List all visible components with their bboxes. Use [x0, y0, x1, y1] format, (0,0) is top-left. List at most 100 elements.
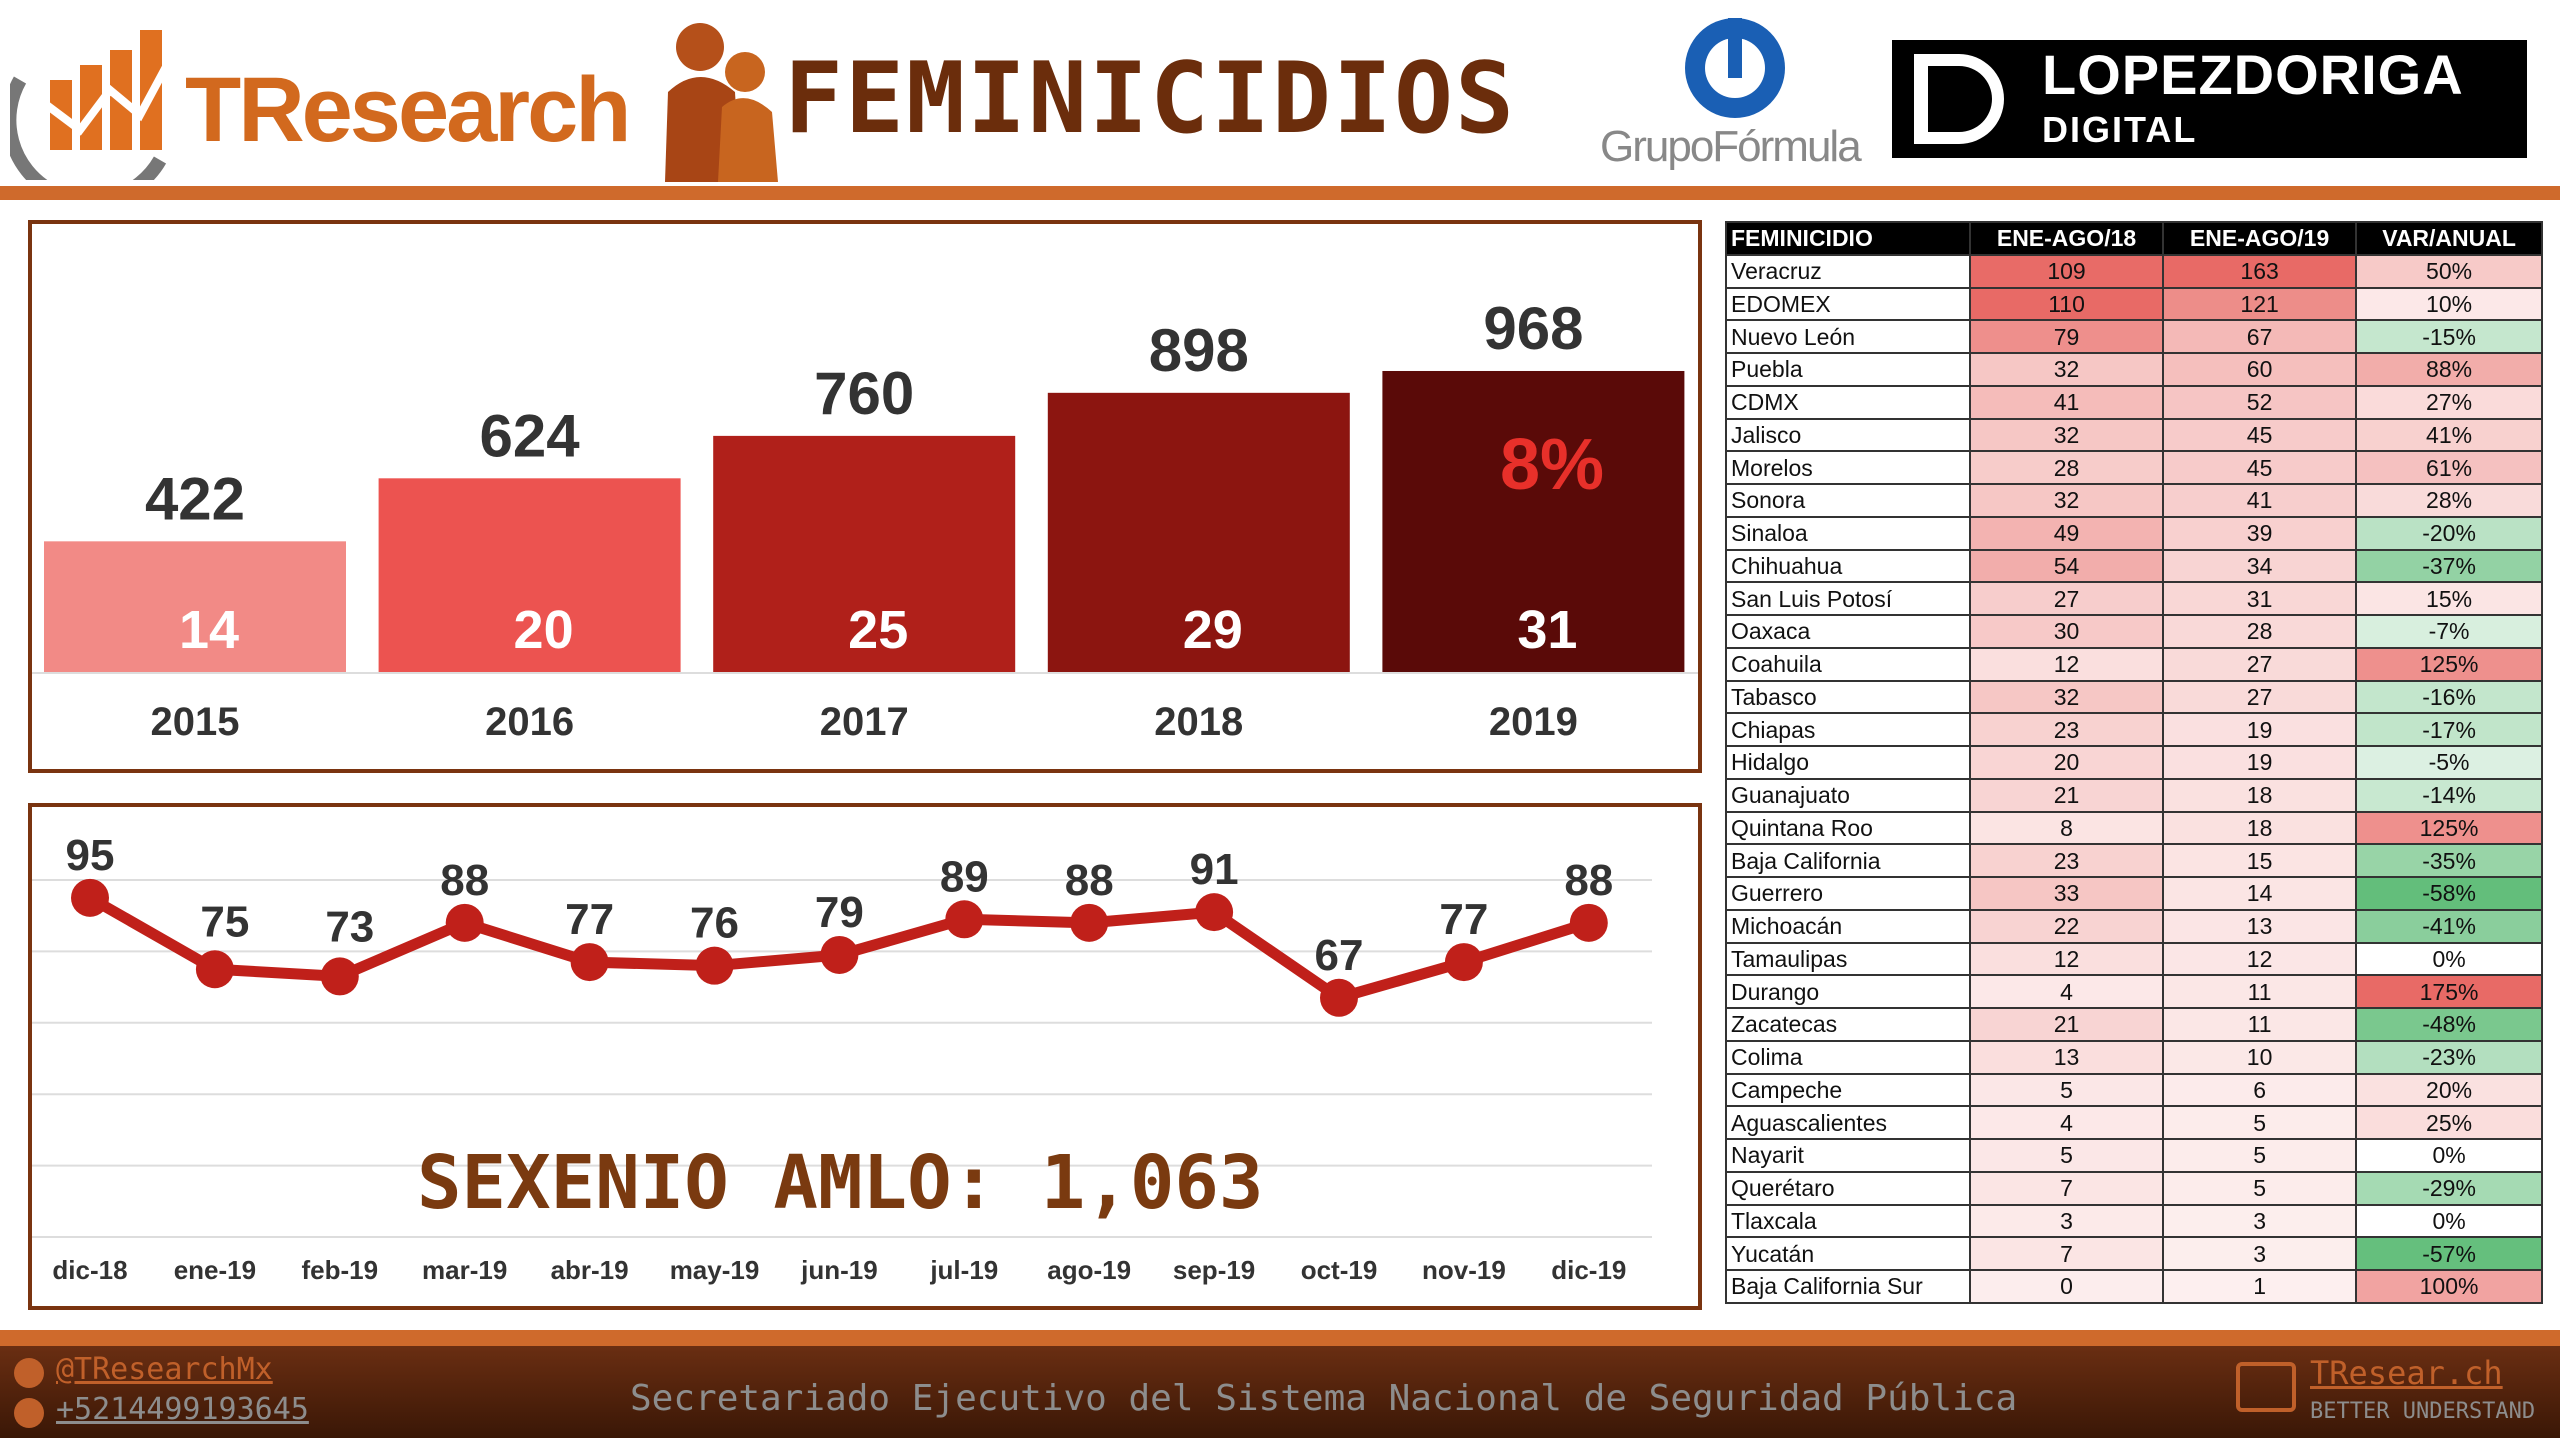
annual-variation: -20%	[2355, 515, 2543, 551]
state-name: Quintana Roo	[1725, 810, 1971, 846]
table-row: Zacatecas 21 11 -48%	[1725, 1007, 2543, 1042]
column-header[interactable]: FEMINICIDIO	[1725, 221, 1971, 256]
point-label: 95	[66, 831, 115, 880]
table-row: Yucatán 7 3 -57%	[1725, 1236, 2543, 1271]
month-label: feb-19	[302, 1255, 379, 1285]
value-2018: 21	[1968, 777, 2165, 813]
phone-link[interactable]: +5214499193645	[56, 1392, 309, 1427]
year-label: 2016	[485, 700, 574, 744]
annual-variation: 20%	[2355, 1072, 2543, 1108]
state-name: Sinaloa	[1725, 515, 1971, 551]
value-2019: 11	[2162, 1007, 2358, 1042]
annual-variation: 0%	[2355, 1203, 2543, 1239]
point-label: 67	[1315, 931, 1364, 980]
table-row: Hidalgo 20 19 -5%	[1725, 745, 2543, 780]
annual-variation: -35%	[2355, 843, 2543, 878]
state-name: Veracruz	[1725, 253, 1971, 289]
year-label: 2019	[1489, 700, 1578, 744]
column-header[interactable]: ENE-AGO/19	[2162, 221, 2358, 256]
value-2019: 5	[2162, 1138, 2358, 1173]
column-header[interactable]: VAR/ANUAL	[2355, 221, 2543, 256]
bar-value-label: 898	[1149, 317, 1249, 384]
annual-variation: 61%	[2355, 450, 2543, 485]
value-2019: 12	[2162, 941, 2358, 977]
state-name: Querétaro	[1725, 1170, 1971, 1206]
twitter-icon	[14, 1358, 44, 1388]
table-row: Guerrero 33 14 -58%	[1725, 876, 2543, 911]
state-name: Morelos	[1725, 450, 1971, 485]
bar-value-label: 624	[480, 402, 581, 469]
bar-2016	[378, 478, 681, 673]
data-point	[1569, 903, 1608, 942]
data-point	[445, 903, 484, 942]
value-2019: 27	[2162, 679, 2358, 715]
table-row: Oaxaca 30 28 -7%	[1725, 614, 2543, 649]
annual-bar-chart: 422 14 2015 624 20 2016 760 25 2017 898 29 2018 968 3…	[28, 220, 1702, 773]
value-2019: 60	[2162, 352, 2358, 387]
month-label: may-19	[670, 1255, 760, 1285]
table-row: Nuevo León 79 67 -15%	[1725, 319, 2543, 354]
table-row: Aguascalientes 4 5 25%	[1725, 1105, 2543, 1140]
month-label: dic-19	[1551, 1255, 1626, 1285]
lopezdoriga-logo: LOPEZDORIGA DIGITAL	[1892, 40, 2527, 158]
month-label: oct-19	[1301, 1255, 1378, 1285]
bar-value-label: 422	[145, 465, 245, 532]
monthly-line-chart: 95 dic-18 75 ene-19 73 feb-19 88 mar-19 77 abr-19…	[28, 803, 1702, 1310]
couple-silhouette-icon	[660, 12, 780, 182]
state-name: Durango	[1725, 974, 1971, 1009]
state-name: San Luis Potosí	[1725, 581, 1971, 616]
data-point	[820, 935, 859, 974]
table-row: Campeche 5 6 20%	[1725, 1072, 2543, 1108]
state-name: Baja California Sur	[1725, 1269, 1971, 1304]
value-2019: 34	[2162, 548, 2358, 584]
whatsapp-icon	[14, 1398, 44, 1428]
value-2018: 41	[1968, 384, 2165, 420]
value-2018: 12	[1968, 941, 2165, 977]
value-2019: 1	[2162, 1269, 2358, 1304]
sexenio-total: SEXENIO AMLO: 1,063	[417, 1140, 1264, 1226]
website-link[interactable]: TResear.ch	[2310, 1354, 2503, 1392]
value-2019: 15	[2162, 843, 2358, 878]
annual-variation: -17%	[2355, 712, 2543, 747]
value-2019: 5	[2162, 1105, 2358, 1140]
bar-2017	[713, 435, 1016, 673]
tagline: BETTER UNDERSTAND	[2310, 1399, 2536, 1424]
column-header[interactable]: ENE-AGO/18	[1968, 221, 2165, 256]
table-row: Morelos 28 45 61%	[1725, 450, 2543, 485]
annual-variation: 125%	[2355, 646, 2543, 682]
state-table: FEMINICIDIO ENE-AGO/18 ENE-AGO/19 VAR/ANUAL…	[1725, 221, 2543, 1304]
value-2019: 121	[2162, 286, 2358, 322]
value-2018: 32	[1968, 417, 2165, 453]
table-row: Jalisco 32 45 41%	[1725, 417, 2543, 453]
year-label: 2015	[151, 700, 240, 744]
point-label: 79	[815, 888, 864, 937]
bar-value-label: 760	[814, 360, 914, 427]
value-2018: 12	[1968, 646, 2165, 682]
annual-variation: -58%	[2355, 876, 2543, 911]
source-text: Secretariado Ejecutivo del Sistema Nacio…	[630, 1378, 2018, 1419]
table-row: Guanajuato 21 18 -14%	[1725, 777, 2543, 813]
bar-inner-label: 20	[514, 600, 574, 660]
annual-variation: 88%	[2355, 352, 2543, 387]
value-2018: 30	[1968, 614, 2165, 649]
bar-inner-label: 29	[1183, 600, 1243, 660]
twitter-link[interactable]: @TResearchMx	[56, 1352, 273, 1387]
state-name: EDOMEX	[1725, 286, 1971, 322]
value-2019: 67	[2162, 319, 2358, 354]
value-2019: 13	[2162, 908, 2358, 944]
table-row: Querétaro 7 5 -29%	[1725, 1170, 2543, 1206]
value-2018: 32	[1968, 483, 2165, 518]
ld-text-2: DIGITAL	[2042, 109, 2198, 150]
annual-variation: -7%	[2355, 614, 2543, 649]
footer	[0, 1346, 2560, 1438]
ld-text-1: LOPEZDORIGA	[2042, 43, 2464, 106]
state-name: Michoacán	[1725, 908, 1971, 944]
state-name: Nayarit	[1725, 1138, 1971, 1173]
value-2018: 5	[1968, 1138, 2165, 1173]
value-2019: 19	[2162, 745, 2358, 780]
table-row: EDOMEX 110 121 10%	[1725, 286, 2543, 322]
value-2019: 27	[2162, 646, 2358, 682]
table-row: San Luis Potosí 27 31 15%	[1725, 581, 2543, 616]
header-divider	[0, 186, 2560, 200]
table-row: Colima 13 10 -23%	[1725, 1039, 2543, 1075]
